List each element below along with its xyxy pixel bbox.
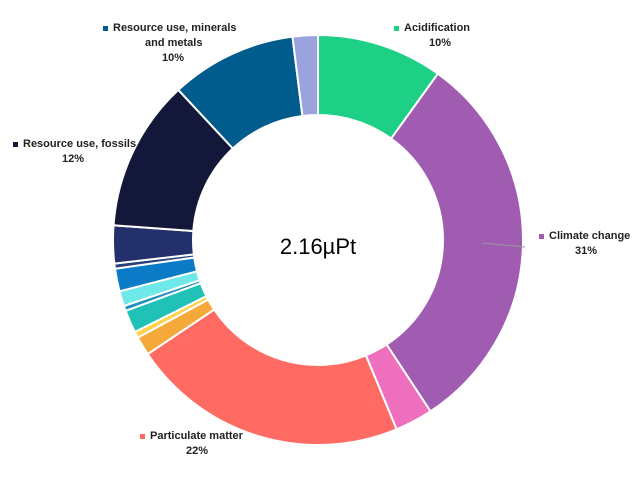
slice-label: Climate change: [549, 230, 630, 242]
legend-bullet: [13, 142, 18, 147]
slice-label: and metals: [145, 37, 202, 49]
slice-label: Resource use, minerals: [113, 22, 237, 34]
donut-slices: [112, 33, 524, 446]
slice-climate-change: [385, 72, 524, 413]
leader-lines: [482, 242, 526, 248]
legend-bullet: [140, 434, 145, 439]
slice-percent-label: 10%: [429, 37, 451, 49]
legend-bullet: [103, 26, 108, 31]
center-total-label: 2.16µPt: [280, 234, 356, 259]
slice-percent-label: 31%: [575, 245, 597, 257]
slice-label: Acidification: [404, 22, 470, 34]
slice-unlabeled-14: [291, 33, 319, 118]
leader-line: [482, 242, 526, 248]
slice-percent-label: 22%: [186, 445, 208, 457]
slice-percent-label: 12%: [62, 153, 84, 165]
legend-bullet: [539, 234, 544, 239]
slice-label: Resource use, fossils: [23, 138, 136, 150]
legend-bullet: [394, 26, 399, 31]
slice-percent-label: 10%: [162, 52, 184, 64]
slice-label: Particulate matter: [150, 430, 244, 442]
slice-particulate-matter: [146, 308, 398, 446]
slice-labels: Acidification 10% Climate change 31% Particu…: [13, 22, 630, 457]
